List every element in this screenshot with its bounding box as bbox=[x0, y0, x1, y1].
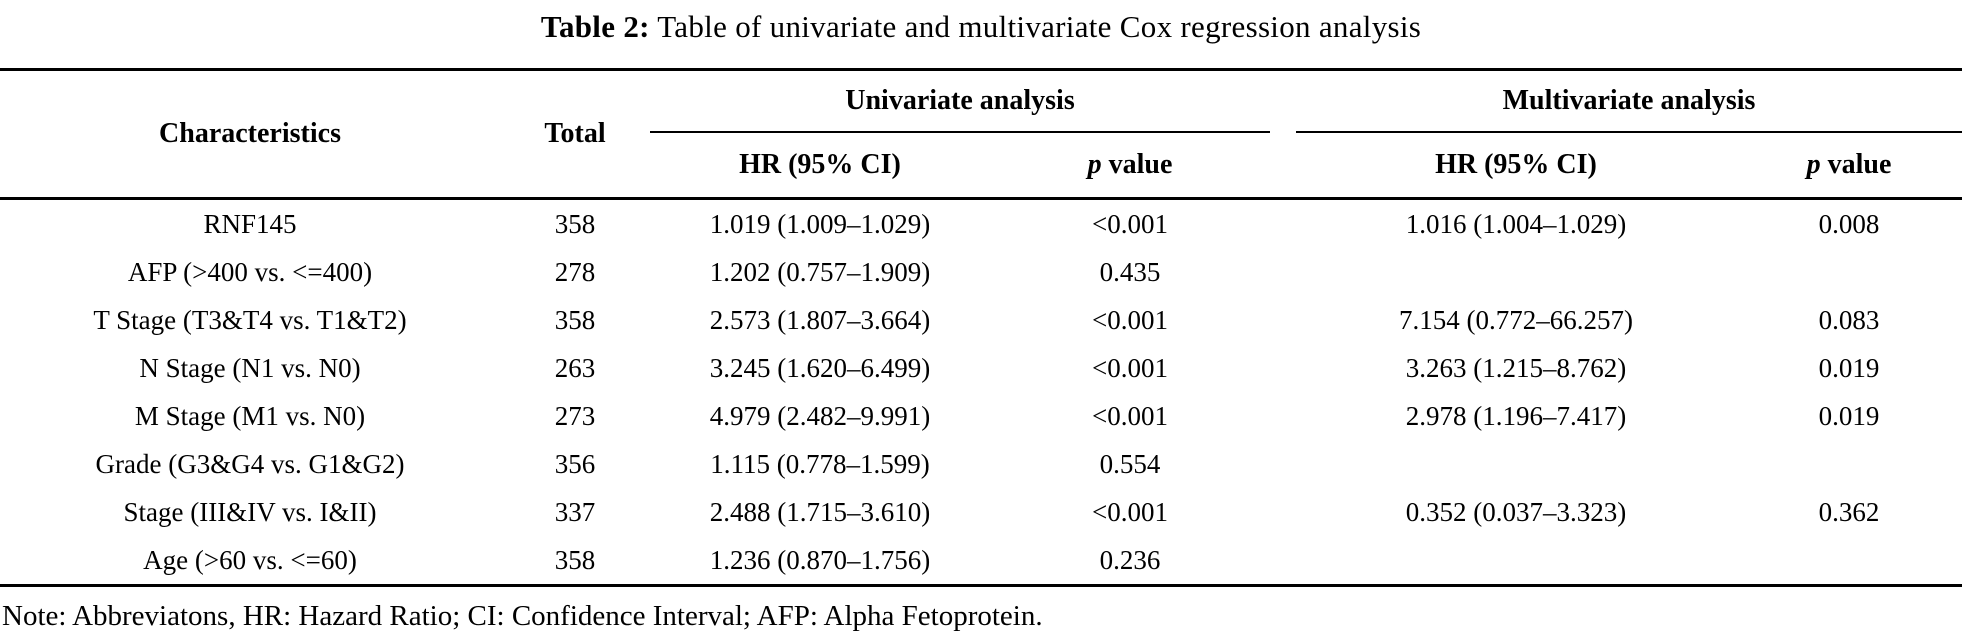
cell-multi-hr: 0.352 (0.037–3.323) bbox=[1405, 496, 1627, 527]
cell-gap bbox=[1270, 199, 1296, 249]
cell-multi-hr bbox=[1296, 536, 1736, 587]
table-title-text: Table of univariate and multivariate Cox… bbox=[649, 9, 1422, 44]
cell-characteristic: Grade (G3&G4 vs. G1&G2) bbox=[95, 448, 405, 479]
cell-characteristic: Age (>60 vs. <=60) bbox=[0, 536, 500, 587]
group-header-univariate: Univariate analysis bbox=[650, 69, 1270, 133]
cell-total: 337 bbox=[554, 496, 596, 527]
col-header-uni-hr: HR (95% CI) bbox=[650, 132, 990, 200]
table-body: RNF145 358 1.019 (1.009–1.029) <0.001 1.… bbox=[0, 199, 1962, 587]
table-row: RNF145 358 1.019 (1.009–1.029) <0.001 1.… bbox=[0, 199, 1962, 249]
header-group-row: Characteristics Total Univariate analysi… bbox=[0, 69, 1962, 200]
cell-gap bbox=[1270, 392, 1296, 440]
p-value-label: value bbox=[1820, 149, 1892, 180]
cell-multi-p: 0.083 bbox=[1818, 304, 1880, 335]
cell-uni-p: 0.236 bbox=[990, 536, 1270, 587]
cell-total: 278 bbox=[554, 256, 596, 287]
col-header-characteristics: Characteristics bbox=[0, 69, 500, 200]
cell-characteristic: T Stage (T3&T4 vs. T1&T2) bbox=[93, 304, 407, 335]
cell-uni-hr: 1.019 (1.009–1.029) bbox=[709, 208, 931, 239]
cell-uni-p: 0.435 bbox=[1099, 256, 1161, 287]
cell-multi-p: 0.019 bbox=[1818, 400, 1880, 431]
col-header-uni-p: p value bbox=[990, 132, 1270, 200]
cell-total: 358 bbox=[554, 208, 596, 239]
table-row: T Stage (T3&T4 vs. T1&T2) 358 2.573 (1.8… bbox=[0, 296, 1962, 344]
cell-uni-hr: 1.202 (0.757–1.909) bbox=[709, 256, 931, 287]
col-header-multi-p: p value bbox=[1736, 132, 1962, 200]
cell-gap bbox=[1270, 536, 1296, 587]
cell-uni-p: <0.001 bbox=[1092, 304, 1168, 335]
cell-multi-p: 0.019 bbox=[1818, 352, 1880, 383]
table-note: Note: Abbreviatons, HR: Hazard Ratio; CI… bbox=[2, 600, 1043, 632]
cell-uni-hr: 4.979 (2.482–9.991) bbox=[709, 400, 931, 431]
table-number-label: Table 2: bbox=[540, 9, 650, 44]
cell-total: 358 bbox=[500, 536, 650, 587]
cell-multi-p bbox=[1736, 440, 1962, 488]
cell-uni-hr: 1.236 (0.870–1.756) bbox=[650, 536, 990, 587]
cell-total: 273 bbox=[554, 400, 596, 431]
cell-multi-hr: 3.263 (1.215–8.762) bbox=[1405, 352, 1627, 383]
cell-uni-p: <0.001 bbox=[1092, 400, 1168, 431]
table-row: N Stage (N1 vs. N0) 263 3.245 (1.620–6.4… bbox=[0, 344, 1962, 392]
table-row: Age (>60 vs. <=60) 358 1.236 (0.870–1.75… bbox=[0, 536, 1962, 587]
p-italic: p bbox=[1806, 149, 1821, 180]
cell-characteristic: RNF145 bbox=[203, 208, 297, 239]
cell-characteristic: Stage (III&IV vs. I&II) bbox=[123, 496, 377, 527]
cell-uni-p: 0.554 bbox=[1099, 448, 1161, 479]
cell-uni-hr: 3.245 (1.620–6.499) bbox=[709, 352, 931, 383]
cell-uni-hr: 1.115 (0.778–1.599) bbox=[710, 448, 930, 479]
cell-gap bbox=[1270, 296, 1296, 344]
p-italic: p bbox=[1087, 149, 1102, 180]
cell-gap bbox=[1270, 344, 1296, 392]
cell-uni-p: <0.001 bbox=[1092, 496, 1168, 527]
table-title: Table 2: Table of univariate and multiva… bbox=[0, 0, 1962, 68]
cell-multi-p bbox=[1736, 536, 1962, 587]
header-sub-row: HR (95% CI) p value HR (95% CI) p value bbox=[0, 132, 1962, 200]
cell-multi-hr bbox=[1296, 248, 1736, 296]
cell-uni-hr: 2.573 (1.807–3.664) bbox=[709, 304, 931, 335]
cell-uni-p: <0.001 bbox=[1092, 208, 1168, 239]
cell-total: 356 bbox=[554, 448, 596, 479]
cox-regression-table: Characteristics Total Univariate analysi… bbox=[0, 68, 1962, 587]
cell-multi-hr: 2.978 (1.196–7.417) bbox=[1405, 400, 1627, 431]
cell-gap bbox=[1270, 488, 1296, 536]
cell-multi-hr: 1.016 (1.004–1.029) bbox=[1405, 208, 1627, 239]
cell-multi-p: 0.008 bbox=[1818, 208, 1880, 239]
cell-characteristic: M Stage (M1 vs. N0) bbox=[134, 400, 366, 431]
cell-multi-p: 0.362 bbox=[1818, 496, 1880, 527]
cell-total: 263 bbox=[554, 352, 596, 383]
cell-uni-hr: 2.488 (1.715–3.610) bbox=[709, 496, 931, 527]
cell-uni-p: <0.001 bbox=[1092, 352, 1168, 383]
table-row: Stage (III&IV vs. I&II) 337 2.488 (1.715… bbox=[0, 488, 1962, 536]
table-row: Grade (G3&G4 vs. G1&G2) 356 1.115 (0.778… bbox=[0, 440, 1962, 488]
table-header: Characteristics Total Univariate analysi… bbox=[0, 69, 1962, 200]
cell-gap bbox=[1270, 440, 1296, 488]
table-row: AFP (>400 vs. <=400) 278 1.202 (0.757–1.… bbox=[0, 248, 1962, 296]
group-header-multivariate: Multivariate analysis bbox=[1296, 69, 1962, 133]
header-gap-column bbox=[1270, 69, 1296, 200]
col-header-multi-hr: HR (95% CI) bbox=[1296, 132, 1736, 200]
cell-characteristic: N Stage (N1 vs. N0) bbox=[139, 352, 361, 383]
cell-multi-hr: 7.154 (0.772–66.257) bbox=[1399, 304, 1633, 335]
p-value-label: value bbox=[1101, 149, 1173, 180]
table-row: M Stage (M1 vs. N0) 273 4.979 (2.482–9.9… bbox=[0, 392, 1962, 440]
cell-multi-p bbox=[1736, 248, 1962, 296]
cell-multi-hr bbox=[1296, 440, 1736, 488]
cell-characteristic: AFP (>400 vs. <=400) bbox=[127, 256, 373, 287]
cell-gap bbox=[1270, 248, 1296, 296]
cell-total: 358 bbox=[554, 304, 596, 335]
col-header-total: Total bbox=[500, 69, 650, 200]
